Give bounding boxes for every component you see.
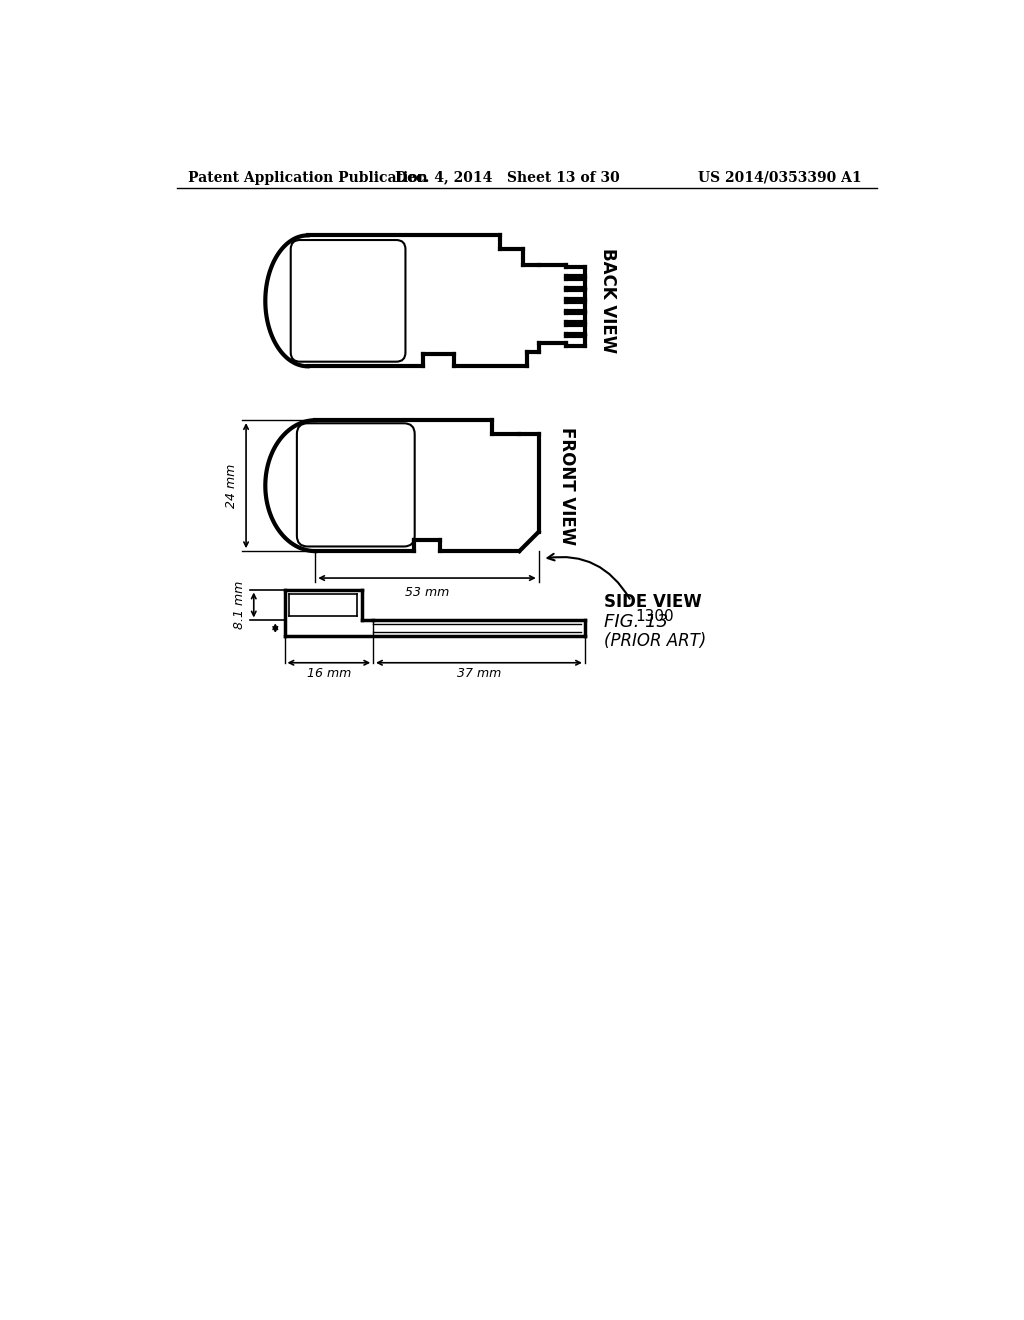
Text: US 2014/0353390 A1: US 2014/0353390 A1 xyxy=(698,170,862,185)
Text: 37 mm: 37 mm xyxy=(457,667,501,680)
Text: 53 mm: 53 mm xyxy=(404,586,450,599)
Text: BACK VIEW: BACK VIEW xyxy=(599,248,616,354)
Text: 24 mm: 24 mm xyxy=(225,463,239,508)
Text: FIG. 13: FIG. 13 xyxy=(604,612,669,631)
Text: (PRIOR ART): (PRIOR ART) xyxy=(604,632,707,649)
Text: 16 mm: 16 mm xyxy=(307,667,351,680)
Text: Dec. 4, 2014   Sheet 13 of 30: Dec. 4, 2014 Sheet 13 of 30 xyxy=(395,170,621,185)
Text: 8.1 mm: 8.1 mm xyxy=(233,581,246,630)
Text: Patent Application Publication: Patent Application Publication xyxy=(188,170,428,185)
Text: 1300: 1300 xyxy=(635,609,674,624)
Text: FRONT VIEW: FRONT VIEW xyxy=(558,426,575,545)
Text: SIDE VIEW: SIDE VIEW xyxy=(604,594,701,611)
